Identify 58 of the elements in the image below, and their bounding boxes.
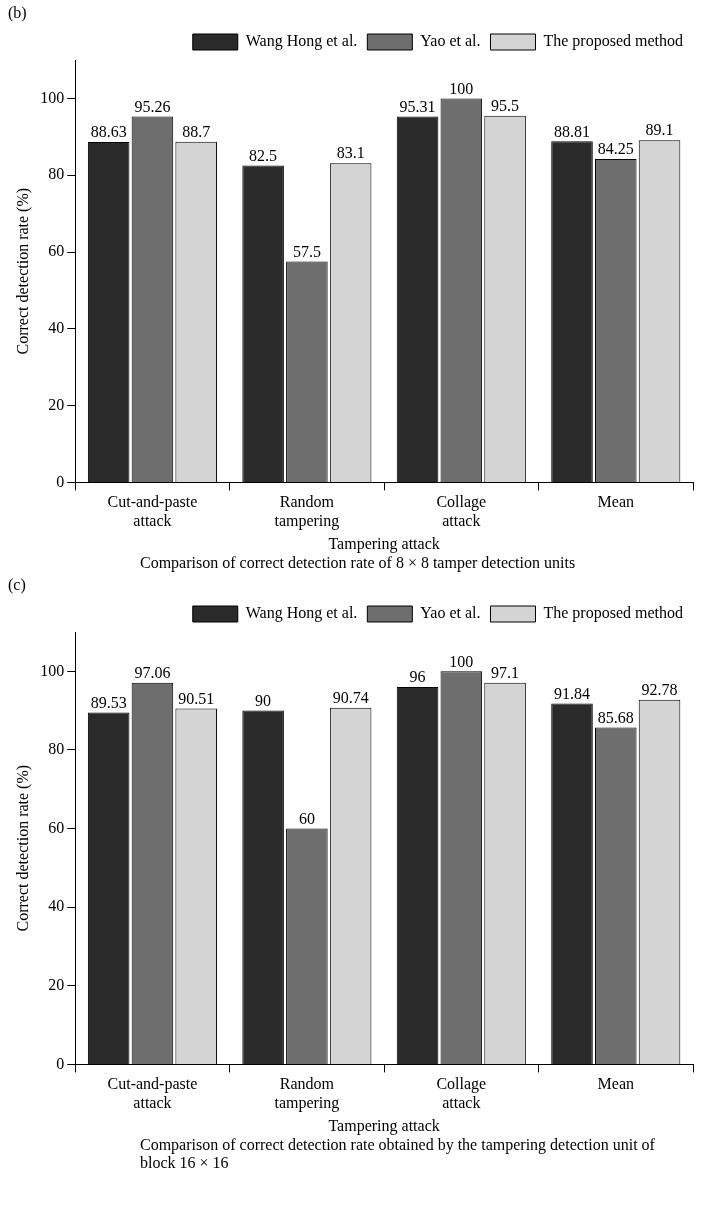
- x-tick-label: Cut-and-paste attack: [107, 493, 198, 530]
- y-tick-label: 100: [40, 88, 65, 106]
- y-tick-label: 20: [48, 395, 65, 413]
- data-label: 95.31: [399, 97, 436, 115]
- legend-label: Yao et al.: [420, 604, 481, 622]
- data-label: 83.1: [336, 144, 365, 162]
- data-label: 90: [255, 691, 272, 709]
- data-label: 89.1: [645, 121, 674, 139]
- x-tick-label: Mean: [597, 1075, 634, 1093]
- data-label: 96: [409, 668, 426, 686]
- data-label: 90.74: [332, 688, 369, 706]
- legend-label: Wang Hong et al.: [245, 604, 358, 623]
- x-axis-title: Tampering attack: [328, 534, 440, 553]
- data-label: 90.51: [178, 689, 215, 707]
- data-label: 88.7: [182, 123, 211, 140]
- x-tick-label: Random tampering: [274, 493, 340, 531]
- y-tick-label: 80: [48, 740, 65, 758]
- data-label: 92.78: [641, 680, 678, 698]
- data-label: 100: [449, 652, 474, 670]
- data-label: 97.1: [491, 663, 520, 681]
- x-tick-label: Collage attack: [436, 1075, 487, 1112]
- legend-label: Yao et al.: [420, 32, 481, 50]
- x-tick-label: Collage attack: [436, 493, 487, 530]
- y-tick-label: 60: [48, 818, 65, 836]
- data-label: 84.25: [597, 140, 634, 158]
- y-tick-label: 80: [48, 165, 65, 183]
- chart-title: (c): [7, 575, 27, 596]
- data-label: 95.26: [134, 97, 171, 115]
- data-label: 89.53: [90, 693, 127, 711]
- data-label: 57.5: [292, 242, 321, 260]
- data-label: 85.68: [597, 708, 634, 726]
- y-axis-title: Correct detection rate (%): [13, 764, 32, 932]
- data-label: 88.63: [90, 123, 127, 141]
- y-tick-label: 40: [48, 319, 65, 336]
- text: Comparison of correct detection rate of 8 × 8 tamper detection units: [139, 554, 577, 572]
- y-tick-label: 40: [48, 897, 65, 915]
- x-tick-label: Random tampering: [274, 1075, 340, 1113]
- y-tick-label: 20: [48, 975, 65, 993]
- y-tick-label: 0: [56, 1054, 65, 1072]
- legend-label: The proposed method: [543, 32, 684, 51]
- y-tick-label: 0: [56, 472, 65, 490]
- data-label: 88.81: [554, 122, 591, 140]
- x-tick-label: Cut-and-paste attack: [107, 1075, 198, 1112]
- x-tick-label: Mean: [597, 493, 634, 511]
- data-label: 97.06: [134, 664, 171, 682]
- data-label: 60: [298, 809, 315, 827]
- data-label: 100: [449, 79, 474, 97]
- text: Comparison of correct detection rate obtained by the tampering detection unit of block 16 × 16: [139, 1136, 656, 1172]
- data-label: 82.5: [249, 146, 278, 164]
- legend-label: The proposed method: [543, 604, 684, 623]
- y-tick-label: 100: [40, 661, 65, 679]
- x-axis-title: Tampering attack: [328, 1116, 440, 1135]
- y-tick-label: 60: [48, 242, 65, 260]
- chart-title: (b): [7, 3, 28, 24]
- data-label: 95.5: [491, 96, 520, 114]
- data-label: 91.84: [554, 684, 591, 702]
- legend-label: Wang Hong et al.: [245, 32, 358, 51]
- y-axis-title: Correct detection rate (%): [13, 187, 32, 355]
